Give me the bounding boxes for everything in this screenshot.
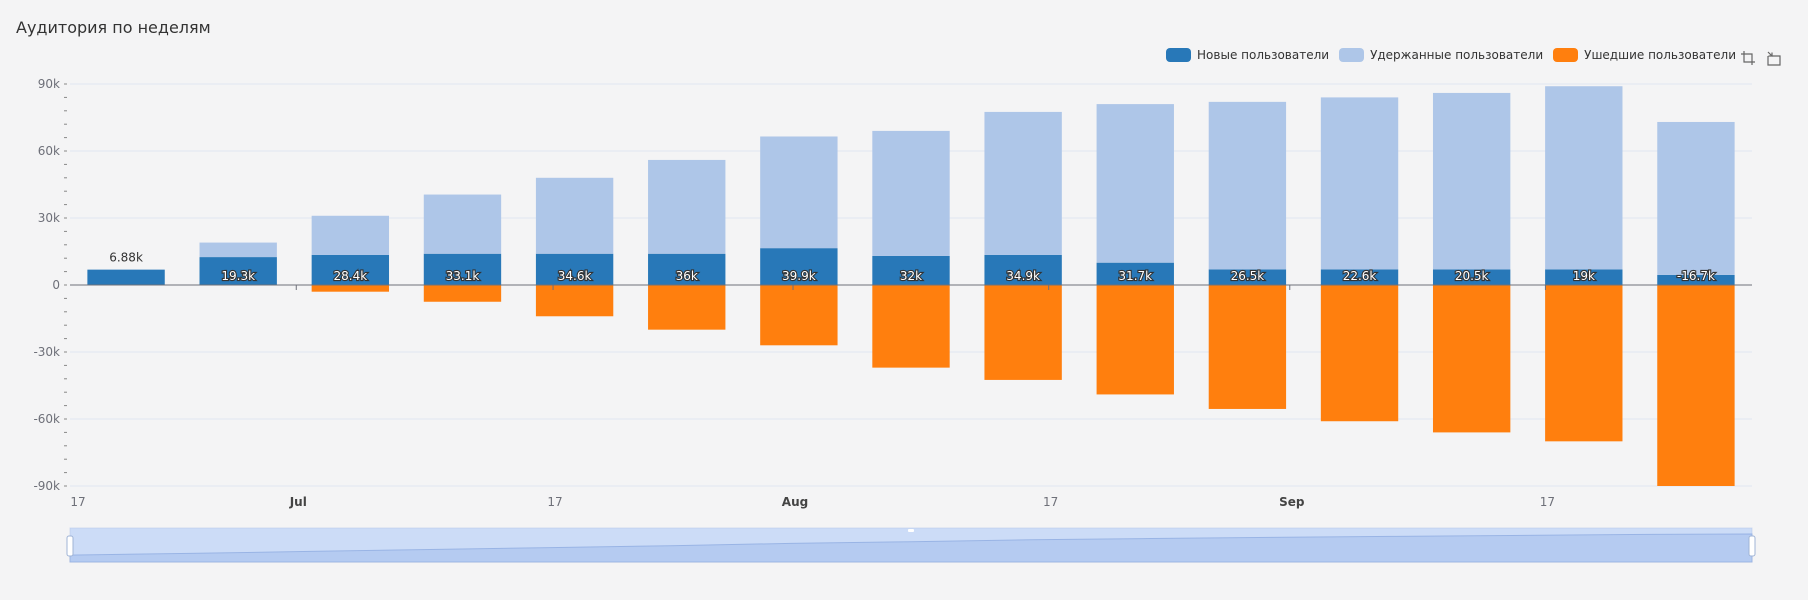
zoom-reset-icon[interactable] <box>1766 50 1782 66</box>
data-label: 34.9k <box>1006 269 1040 283</box>
toolbox <box>1740 50 1782 66</box>
x-tick-label: Sep <box>1279 495 1305 509</box>
y-tick-label: 90k <box>38 77 60 91</box>
data-label: 26.5k <box>1231 269 1265 283</box>
x-tick-label: Aug <box>782 495 808 509</box>
legend-label-churned-users: Ушедшие пользователи <box>1584 48 1736 62</box>
x-tick-label: 17 <box>547 495 562 509</box>
data-zoom-slider <box>66 527 1756 563</box>
bar-retained-users <box>199 242 277 258</box>
data-label: 28.4k <box>333 269 367 283</box>
x-tick-label: 17 <box>1540 495 1555 509</box>
zoom-move-handle[interactable] <box>908 529 914 532</box>
bar-retained-users <box>1545 86 1623 270</box>
bar-churned-users <box>311 285 390 292</box>
data-label: 19.3k <box>221 269 255 283</box>
bar-churned-users <box>1657 285 1735 486</box>
bar-layer <box>87 86 1735 486</box>
bar-new-users <box>1657 274 1735 285</box>
bar-new-users <box>984 254 1062 285</box>
chart-title: Аудитория по неделям <box>16 18 211 37</box>
bar-churned-users <box>872 285 950 368</box>
data-label: 33.1k <box>446 269 480 283</box>
bar-new-users <box>199 257 277 285</box>
bar-new-users <box>535 253 614 285</box>
bar-new-users <box>1432 269 1511 285</box>
bar-retained-users <box>1657 121 1735 275</box>
bar-retained-users <box>1096 104 1174 263</box>
legend-label-retained-users: Удержанные пользователи <box>1370 48 1544 62</box>
axis-layer: 90k 60k 30k 0 -30k -60k -90k 17 Jul 17 Aug 17 Sep 17 <box>33 77 1752 509</box>
bar-new-users <box>1208 269 1287 285</box>
bar-retained-users <box>1208 101 1287 270</box>
legend-label-new-users: Новые пользователи <box>1197 48 1330 62</box>
bar-retained-users <box>760 136 838 249</box>
zoom-selection <box>70 528 1752 562</box>
legend-item-churned-users[interactable]: Ушедшие пользователи <box>1553 48 1736 62</box>
data-label: 34.6k <box>558 269 592 283</box>
legend-swatch-retained-users <box>1339 48 1365 62</box>
bar-retained-users <box>1320 97 1399 270</box>
bar-new-users <box>1096 262 1174 285</box>
legend-swatch-churned-users <box>1553 48 1579 62</box>
y-tick-label: 0 <box>52 278 60 292</box>
bar-churned-users <box>535 285 614 317</box>
bar-churned-users <box>1096 285 1174 395</box>
bar-retained-users <box>984 111 1062 255</box>
y-tick-label: 60k <box>38 144 60 158</box>
data-label: 19k <box>1573 269 1595 283</box>
bar-churned-users <box>1432 285 1511 433</box>
zoom-left-handle[interactable] <box>66 535 74 557</box>
bar-retained-users <box>311 215 390 255</box>
y-tick-label: -60k <box>33 412 60 426</box>
bar-retained-users <box>872 130 950 256</box>
data-label: -16.7k <box>1677 269 1715 283</box>
bar-new-users <box>423 253 502 285</box>
bar-churned-users <box>1545 285 1623 442</box>
bar-churned-users <box>760 285 838 346</box>
y-tick-label: -90k <box>33 479 60 493</box>
data-label: 6.88k <box>109 251 143 265</box>
bar-new-users <box>648 253 726 285</box>
data-label: 31.7k <box>1118 269 1152 283</box>
bar-churned-users <box>984 285 1062 380</box>
bar-churned-users <box>1208 285 1287 409</box>
label-layer: 6.88k 19.3k 28.4k 33.1k 34.6k 36k 39.9k 32k 34.9… <box>109 251 1716 284</box>
bar-new-users <box>872 255 950 285</box>
data-label: 20.5k <box>1455 269 1489 283</box>
bar-retained-users <box>1432 92 1511 270</box>
y-tick-label: 30k <box>38 211 60 225</box>
data-label: 22.6k <box>1343 269 1377 283</box>
legend-swatch-new-users <box>1166 48 1192 62</box>
bar-retained-users <box>423 194 502 254</box>
legend-item-retained-users[interactable]: Удержанные пользователи <box>1339 48 1543 62</box>
bar-new-users <box>1545 269 1623 285</box>
bar-retained-users <box>535 177 614 254</box>
x-tick-label: Jul <box>289 495 307 509</box>
data-label: 32k <box>900 269 922 283</box>
bar-new-users <box>1320 269 1399 285</box>
data-label: 39.9k <box>782 269 816 283</box>
bar-new-users <box>760 248 838 285</box>
data-label: 36k <box>676 269 698 283</box>
bar-retained-users <box>648 159 726 254</box>
bar-churned-users <box>648 285 726 330</box>
bar-new-users <box>311 254 390 285</box>
zoom-right-handle[interactable] <box>1748 535 1756 557</box>
x-tick-label: 17 <box>70 495 85 509</box>
zoom-icon[interactable] <box>1740 50 1756 66</box>
legend: Новые пользователи Удержанные пользовате… <box>1166 48 1736 62</box>
bar-churned-users <box>423 285 502 302</box>
bar-new-users <box>87 269 165 285</box>
bar-churned-users <box>1320 285 1399 422</box>
y-tick-label: -30k <box>33 345 60 359</box>
legend-item-new-users[interactable]: Новые пользователи <box>1166 48 1329 62</box>
x-tick-label: 17 <box>1043 495 1058 509</box>
